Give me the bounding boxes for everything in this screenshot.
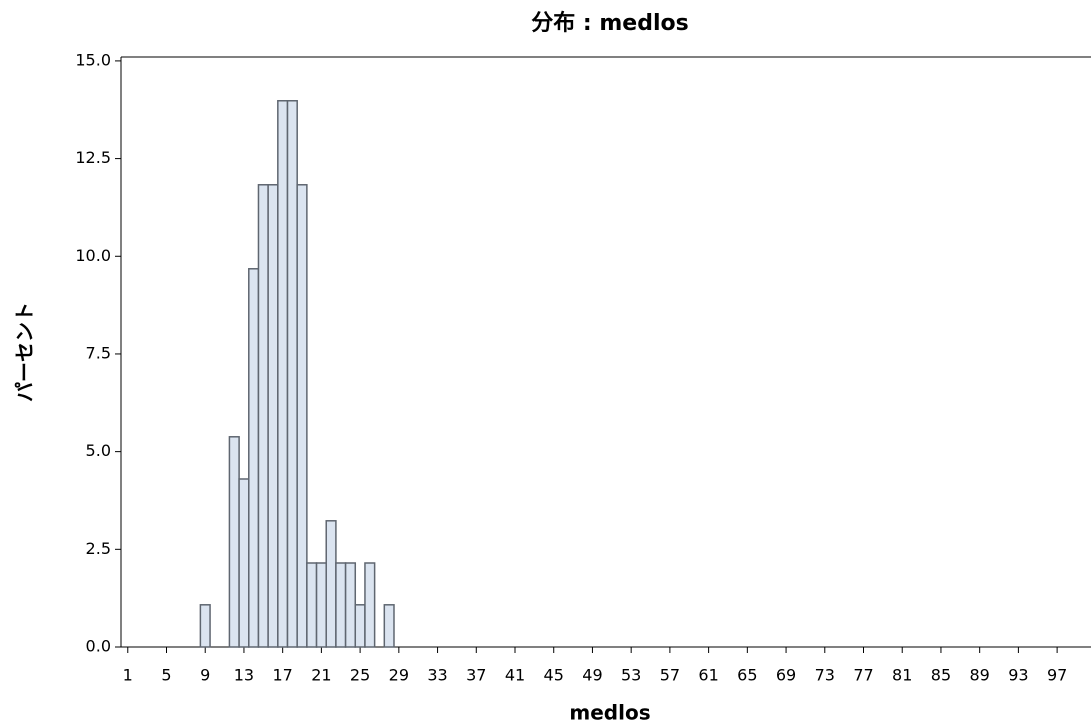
y-tick-label: 15.0	[75, 50, 111, 69]
x-tick-label: 5	[161, 666, 171, 685]
bar	[248, 268, 260, 648]
chart-title: 分布 : medlos	[531, 10, 688, 36]
bar	[383, 604, 395, 648]
bar	[335, 562, 347, 648]
x-tick-label: 93	[1008, 666, 1028, 685]
x-tick-label: 61	[698, 666, 718, 685]
bar	[325, 520, 337, 648]
y-tick-label: 10.0	[75, 246, 111, 265]
bar	[228, 436, 240, 648]
bar	[354, 604, 366, 648]
bar	[344, 562, 357, 648]
x-tick-label: 57	[660, 666, 680, 685]
x-tick-label: 9	[200, 666, 210, 685]
bar	[286, 100, 298, 648]
x-tick-label: 33	[427, 666, 447, 685]
x-tick-label: 89	[969, 666, 989, 685]
bar	[238, 478, 250, 648]
x-tick-label: 37	[466, 666, 486, 685]
bar	[267, 184, 279, 648]
x-tick-label: 77	[853, 666, 873, 685]
x-tick-label: 65	[737, 666, 757, 685]
bar	[277, 100, 289, 648]
x-tick-label: 97	[1047, 666, 1067, 685]
bar	[306, 562, 318, 648]
x-tick-label: 73	[815, 666, 835, 685]
y-axis-label: パーセント	[13, 302, 37, 402]
y-tick-label: 7.5	[86, 343, 111, 362]
x-tick-label: 45	[544, 666, 564, 685]
x-tick-label: 1	[123, 666, 133, 685]
y-tick-label: 12.5	[75, 148, 111, 167]
y-tick-label: 0.0	[86, 637, 111, 656]
x-tick-label: 17	[272, 666, 292, 685]
y-tick-label: 2.5	[86, 539, 111, 558]
bar	[257, 184, 269, 648]
x-tick-label: 49	[582, 666, 602, 685]
x-tick-label: 41	[505, 666, 525, 685]
x-tick-label: 29	[389, 666, 409, 685]
x-tick-label: 85	[931, 666, 951, 685]
bar	[296, 184, 308, 648]
bar	[315, 562, 327, 648]
x-tick-label: 13	[234, 666, 254, 685]
bar	[364, 562, 376, 648]
x-tick-label: 25	[350, 666, 370, 685]
x-tick-label: 69	[776, 666, 796, 685]
bar	[199, 604, 211, 648]
x-tick-label: 53	[621, 666, 641, 685]
x-axis-label: medlos	[569, 701, 650, 725]
x-tick-label: 81	[892, 666, 912, 685]
x-tick-label: 21	[311, 666, 331, 685]
y-tick-label: 5.0	[86, 441, 111, 460]
